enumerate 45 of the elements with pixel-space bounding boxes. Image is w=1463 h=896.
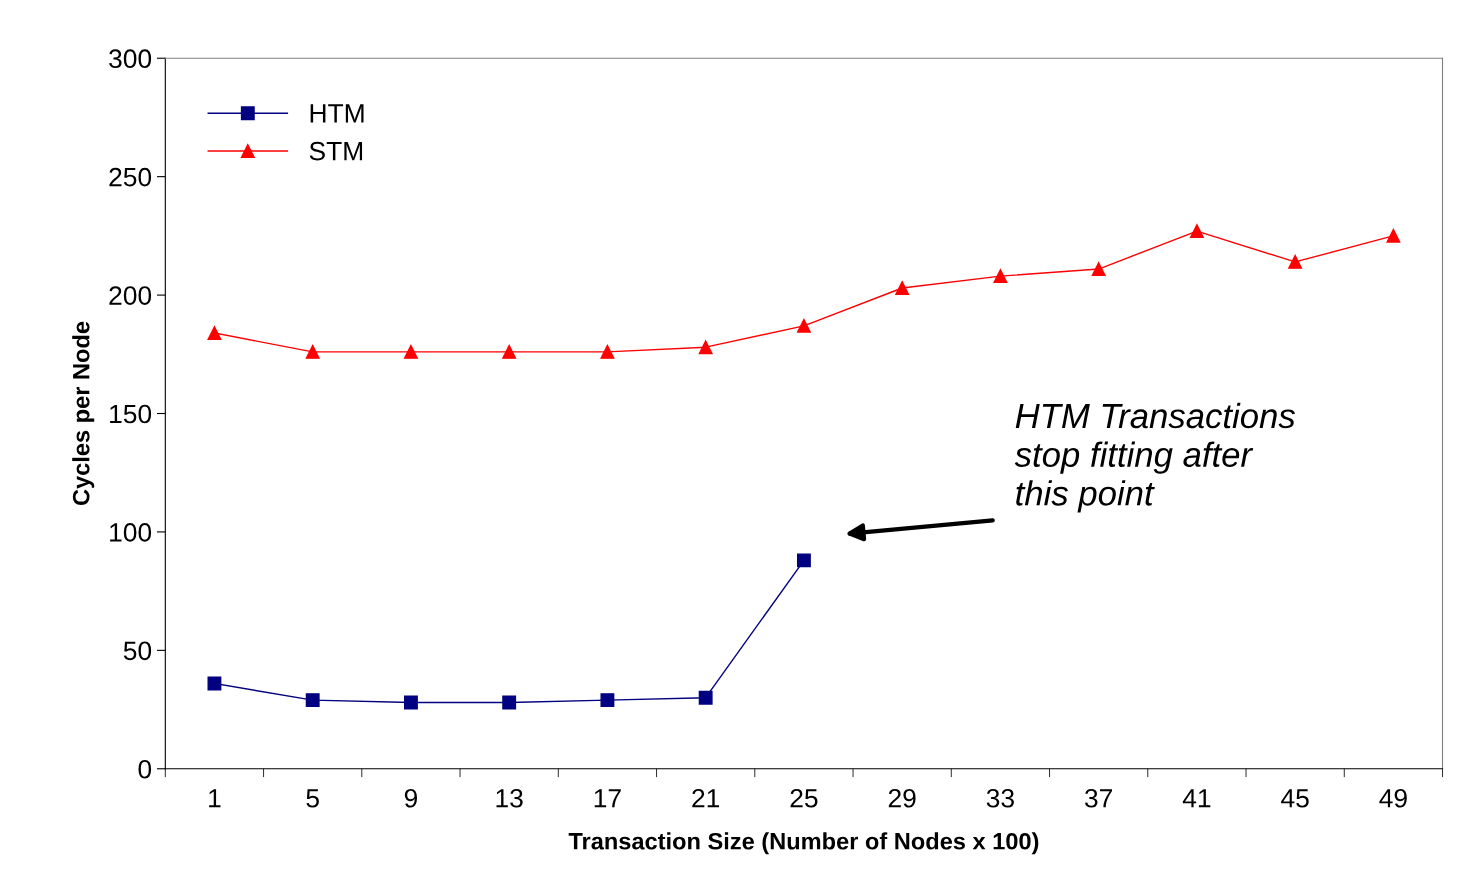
point — [403, 695, 418, 710]
point — [502, 344, 517, 359]
point — [1288, 254, 1303, 269]
point — [600, 693, 615, 708]
legend-label: HTM — [310, 104, 364, 123]
point — [698, 690, 713, 705]
point — [698, 340, 713, 355]
point — [305, 344, 320, 359]
point — [895, 281, 910, 295]
point — [993, 269, 1008, 284]
y-tick-label: 0 — [138, 759, 152, 779]
x-tick-label: 5 — [306, 789, 319, 808]
y-tick-label: 300 — [109, 49, 152, 69]
point — [502, 695, 517, 710]
x-tick-label: 13 — [496, 788, 523, 808]
y-tick-label: 150 — [110, 404, 152, 424]
x-tick-label: 1 — [209, 789, 221, 808]
point — [1189, 224, 1204, 239]
point — [207, 326, 222, 340]
x-tick-label: 45 — [1281, 789, 1309, 808]
y-tick-label: 50 — [123, 641, 152, 661]
legend-label: STM — [309, 141, 363, 161]
x-tick-label: 49 — [1379, 788, 1407, 808]
x-tick-label: 25 — [790, 788, 818, 808]
point — [403, 344, 418, 359]
x-tick-label: 37 — [1084, 788, 1113, 808]
point — [1091, 262, 1106, 276]
x-tick-label: 33 — [986, 788, 1014, 808]
x-tick-label: 41 — [1182, 789, 1211, 808]
y-axis-title: Cycles per Node — [72, 321, 95, 506]
x-tick-label: 17 — [594, 789, 621, 808]
point — [796, 318, 811, 333]
point — [600, 344, 615, 359]
point — [305, 693, 320, 708]
x-axis-title: Transaction Size (Number of Nodes x 100) — [568, 832, 1039, 855]
x-tick-label: 21 — [692, 788, 720, 808]
x-tick-label: 9 — [404, 788, 418, 808]
y-tick-label: 250 — [109, 167, 152, 187]
point — [1386, 228, 1401, 243]
x-tick-label: 29 — [888, 788, 916, 808]
y-tick-label: 200 — [109, 286, 152, 305]
annotation: HTM Transactions stop fitting after this point — [1014, 402, 1296, 513]
point — [796, 553, 811, 568]
point — [207, 676, 222, 691]
y-tick-label: 100 — [110, 523, 152, 542]
